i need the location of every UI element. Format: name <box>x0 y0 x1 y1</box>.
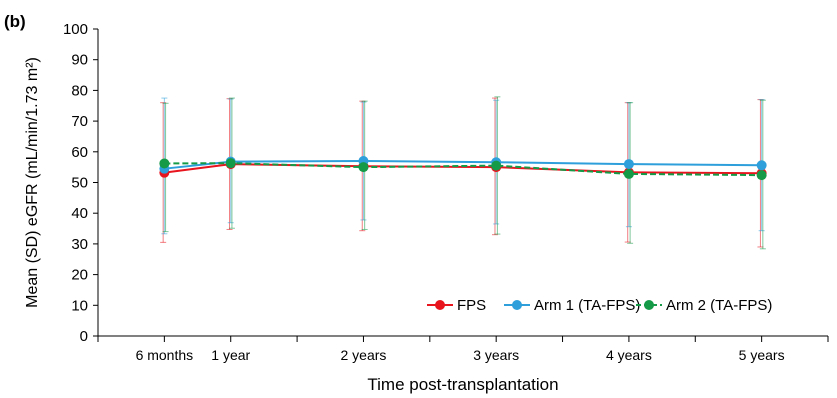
x-tick-label: 2 years <box>340 347 386 363</box>
legend-marker-arm-1-ta-fps <box>512 300 522 310</box>
y-tick-label: 100 <box>63 21 88 38</box>
series-line-arm-2-ta-fps <box>164 162 762 177</box>
x-tick-label: 5 years <box>739 347 785 363</box>
data-point-arm-2-ta-fps <box>225 158 236 169</box>
y-tick-label: 30 <box>71 236 88 253</box>
y-tick-label: 10 <box>71 297 88 314</box>
x-tick-label: 1 year <box>211 347 250 363</box>
y-tick-label: 20 <box>71 267 88 284</box>
panel-label: (b) <box>4 12 26 31</box>
legend-marker-arm-2-ta-fps <box>644 300 654 310</box>
y-tick-label: 70 <box>71 113 88 130</box>
data-point-arm-2-ta-fps <box>159 158 170 169</box>
y-tick-label: 90 <box>71 52 88 69</box>
y-tick-label: 80 <box>71 82 88 99</box>
legend-label-fps: FPS <box>457 297 486 314</box>
y-axis-title: Mean (SD) eGFR (mL/min/1.73 m²) <box>24 57 41 308</box>
data-point-arm-2-ta-fps <box>623 168 634 179</box>
x-tick-label: 4 years <box>606 347 652 363</box>
legend-marker-fps <box>435 300 445 310</box>
legend-label-arm-2-ta-fps: Arm 2 (TA-FPS) <box>666 297 772 314</box>
data-point-arm-2-ta-fps <box>756 170 767 181</box>
x-tick-label: 3 years <box>473 347 519 363</box>
x-axis-title: Time post-transplantation <box>367 375 558 394</box>
data-point-arm-1-ta-fps <box>756 160 767 171</box>
data-point-arm-2-ta-fps <box>358 162 369 173</box>
y-tick-label: 60 <box>71 144 88 161</box>
data-point-arm-1-ta-fps <box>623 159 634 170</box>
legend-label-arm-1-ta-fps: Arm 1 (TA-FPS) <box>534 297 640 314</box>
data-point-arm-2-ta-fps <box>491 160 502 171</box>
y-tick-label: 40 <box>71 205 88 222</box>
x-tick-label: 6 months <box>136 347 194 363</box>
y-tick-label: 50 <box>71 175 88 192</box>
y-tick-label: 0 <box>80 328 88 345</box>
